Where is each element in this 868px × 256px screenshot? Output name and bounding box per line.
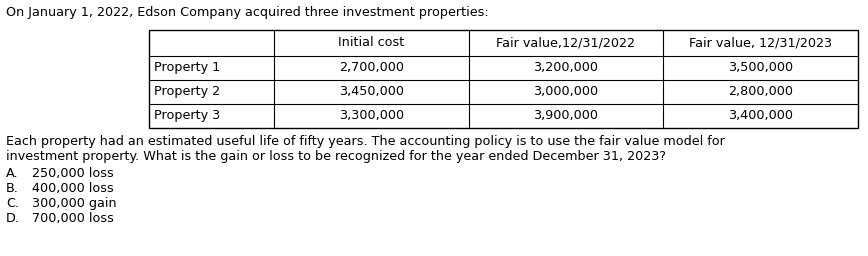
Text: 3,900,000: 3,900,000 [534,110,598,123]
Text: Each property had an estimated useful life of fifty years. The accounting policy: Each property had an estimated useful li… [6,135,725,148]
Text: 400,000 loss: 400,000 loss [32,182,114,195]
Text: On January 1, 2022, Edson Company acquired three investment properties:: On January 1, 2022, Edson Company acquir… [6,6,489,19]
Text: Property 2: Property 2 [155,86,220,99]
Text: Initial cost: Initial cost [339,37,404,49]
Text: Property 1: Property 1 [155,61,220,74]
Text: 3,400,000: 3,400,000 [728,110,792,123]
Text: 2,700,000: 2,700,000 [339,61,404,74]
Text: A.: A. [6,167,18,180]
Bar [149,30,858,128]
Text: Fair value,12/31/2022: Fair value,12/31/2022 [496,37,635,49]
Text: 3,300,000: 3,300,000 [339,110,404,123]
Text: B.: B. [6,182,19,195]
Text: Property 3: Property 3 [155,110,220,123]
Text: 2,800,000: 2,800,000 [728,86,792,99]
Text: C.: C. [6,197,19,210]
Text: investment property. What is the gain or loss to be recognized for the year ende: investment property. What is the gain or… [6,150,666,163]
Text: 3,500,000: 3,500,000 [727,61,793,74]
Text: Fair value, 12/31/2023: Fair value, 12/31/2023 [689,37,832,49]
Text: 3,200,000: 3,200,000 [534,61,598,74]
Text: 250,000 loss: 250,000 loss [32,167,114,180]
Text: 300,000 gain: 300,000 gain [32,197,116,210]
Text: 3,000,000: 3,000,000 [533,86,599,99]
Text: 700,000 loss: 700,000 loss [32,212,114,225]
Text: D.: D. [6,212,20,225]
Text: 3,450,000: 3,450,000 [339,86,404,99]
